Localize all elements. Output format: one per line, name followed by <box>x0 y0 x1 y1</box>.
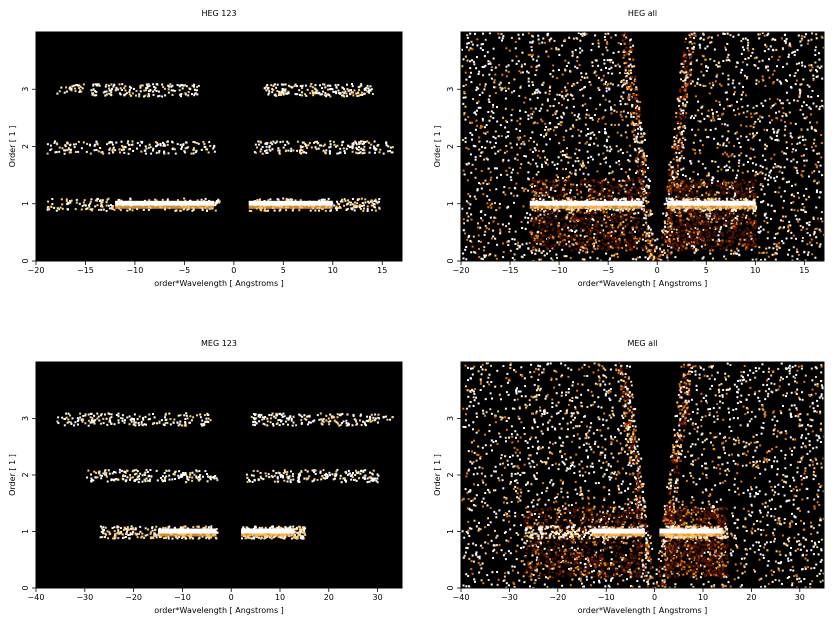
heatmap-pixels <box>46 83 394 212</box>
heatmap-pixels <box>461 362 824 588</box>
chart-title: MEG all <box>627 339 657 348</box>
x-tick-label: 10 <box>750 266 760 275</box>
y-tick-label: 0 <box>21 585 30 590</box>
chart-title: HEG 123 <box>201 9 236 18</box>
x-tick-label: −20 <box>125 593 142 602</box>
order-1-line <box>529 200 643 206</box>
x-tick-label: −10 <box>174 593 191 602</box>
x-tick-label: −15 <box>77 266 94 275</box>
x-axis-label: order*Wavelength [ Angstroms ] <box>154 606 284 615</box>
y-tick-label: 3 <box>446 87 455 92</box>
x-tick-label: −20 <box>453 266 470 275</box>
y-tick-label: 2 <box>21 472 30 477</box>
order-1-line <box>248 200 333 206</box>
heatmap-pixels <box>461 32 824 261</box>
y-tick-label: 3 <box>446 416 455 421</box>
y-tick-label: 0 <box>21 258 30 263</box>
x-tick-label: 15 <box>377 266 387 275</box>
x-tick-label: −10 <box>551 266 568 275</box>
x-tick-label: 5 <box>281 266 286 275</box>
y-axis-label: Order [ 1 ] <box>433 454 442 496</box>
x-tick-label: 10 <box>275 593 285 602</box>
x-tick-label: −40 <box>453 593 470 602</box>
panel-3: MEG 123 −40 −30 −20 −10 0 10 20 30 0 1 2 3 order*Wave… <box>8 339 403 615</box>
y-tick-label: 3 <box>21 87 30 92</box>
x-axis-label: order*Wavelength [ Angstroms ] <box>578 606 708 615</box>
x-tick-label: 20 <box>746 593 756 602</box>
y-tick-label: 2 <box>446 472 455 477</box>
y-tick-label: 1 <box>446 201 455 206</box>
x-tick-label: −40 <box>28 593 45 602</box>
x-tick-label: 20 <box>324 593 334 602</box>
order-1-line <box>241 528 295 534</box>
heatmap-pixels <box>56 412 394 540</box>
x-tick-label: 30 <box>795 593 805 602</box>
order-1-line <box>667 200 756 206</box>
chart-title: MEG 123 <box>201 339 237 348</box>
order-1-line <box>115 200 214 206</box>
panel-2: HEG all −20 −15 −10 −5 0 5 10 15 0 1 2 3 order*Wavele… <box>433 9 825 288</box>
x-tick-label: −30 <box>76 593 93 602</box>
y-tick-label: 1 <box>446 529 455 534</box>
x-axis-label: order*Wavelength [ Angstroms ] <box>154 279 284 288</box>
x-tick-label: −10 <box>598 593 615 602</box>
x-tick-label: −10 <box>126 266 143 275</box>
x-tick-label: −30 <box>501 593 518 602</box>
x-tick-label: 10 <box>698 593 708 602</box>
x-tick-label: −15 <box>502 266 519 275</box>
y-tick-label: 2 <box>446 144 455 149</box>
chart-title: HEG all <box>628 9 657 18</box>
y-tick-label: 3 <box>21 416 30 421</box>
panel-1: HEG 123 −20 −15 −10 −5 0 5 10 15 0 1 2 3 order*Wavele… <box>8 9 403 288</box>
x-tick-label: −20 <box>549 593 566 602</box>
order-1-line <box>659 528 723 534</box>
y-axis-label: Order [ 1 ] <box>8 126 17 168</box>
plot-area <box>461 32 824 261</box>
y-tick-label: 1 <box>21 529 30 534</box>
x-tick-label: 15 <box>799 266 809 275</box>
y-tick-label: 1 <box>21 201 30 206</box>
y-tick-label: 0 <box>446 258 455 263</box>
x-axis-label: order*Wavelength [ Angstroms ] <box>578 279 708 288</box>
y-tick-label: 0 <box>446 585 455 590</box>
order-1-line <box>591 528 645 534</box>
x-tick-label: 0 <box>652 593 657 602</box>
x-tick-label: 0 <box>655 266 660 275</box>
x-tick-label: −5 <box>602 266 614 275</box>
x-tick-label: 0 <box>231 266 236 275</box>
plot-area <box>461 362 824 588</box>
plot-area <box>36 32 402 261</box>
x-tick-label: −20 <box>28 266 45 275</box>
y-axis-label: Order [ 1 ] <box>8 454 17 496</box>
x-tick-label: 10 <box>328 266 338 275</box>
x-tick-label: 5 <box>704 266 709 275</box>
panel-4: MEG all −40 −30 −20 −10 0 10 20 30 0 1 2 3 order*Wave… <box>433 339 825 615</box>
order-1-line <box>158 528 217 534</box>
x-tick-label: 30 <box>373 593 383 602</box>
y-tick-label: 2 <box>21 144 30 149</box>
x-tick-label: −5 <box>178 266 190 275</box>
y-axis-label: Order [ 1 ] <box>433 126 442 168</box>
x-tick-label: 0 <box>229 593 234 602</box>
